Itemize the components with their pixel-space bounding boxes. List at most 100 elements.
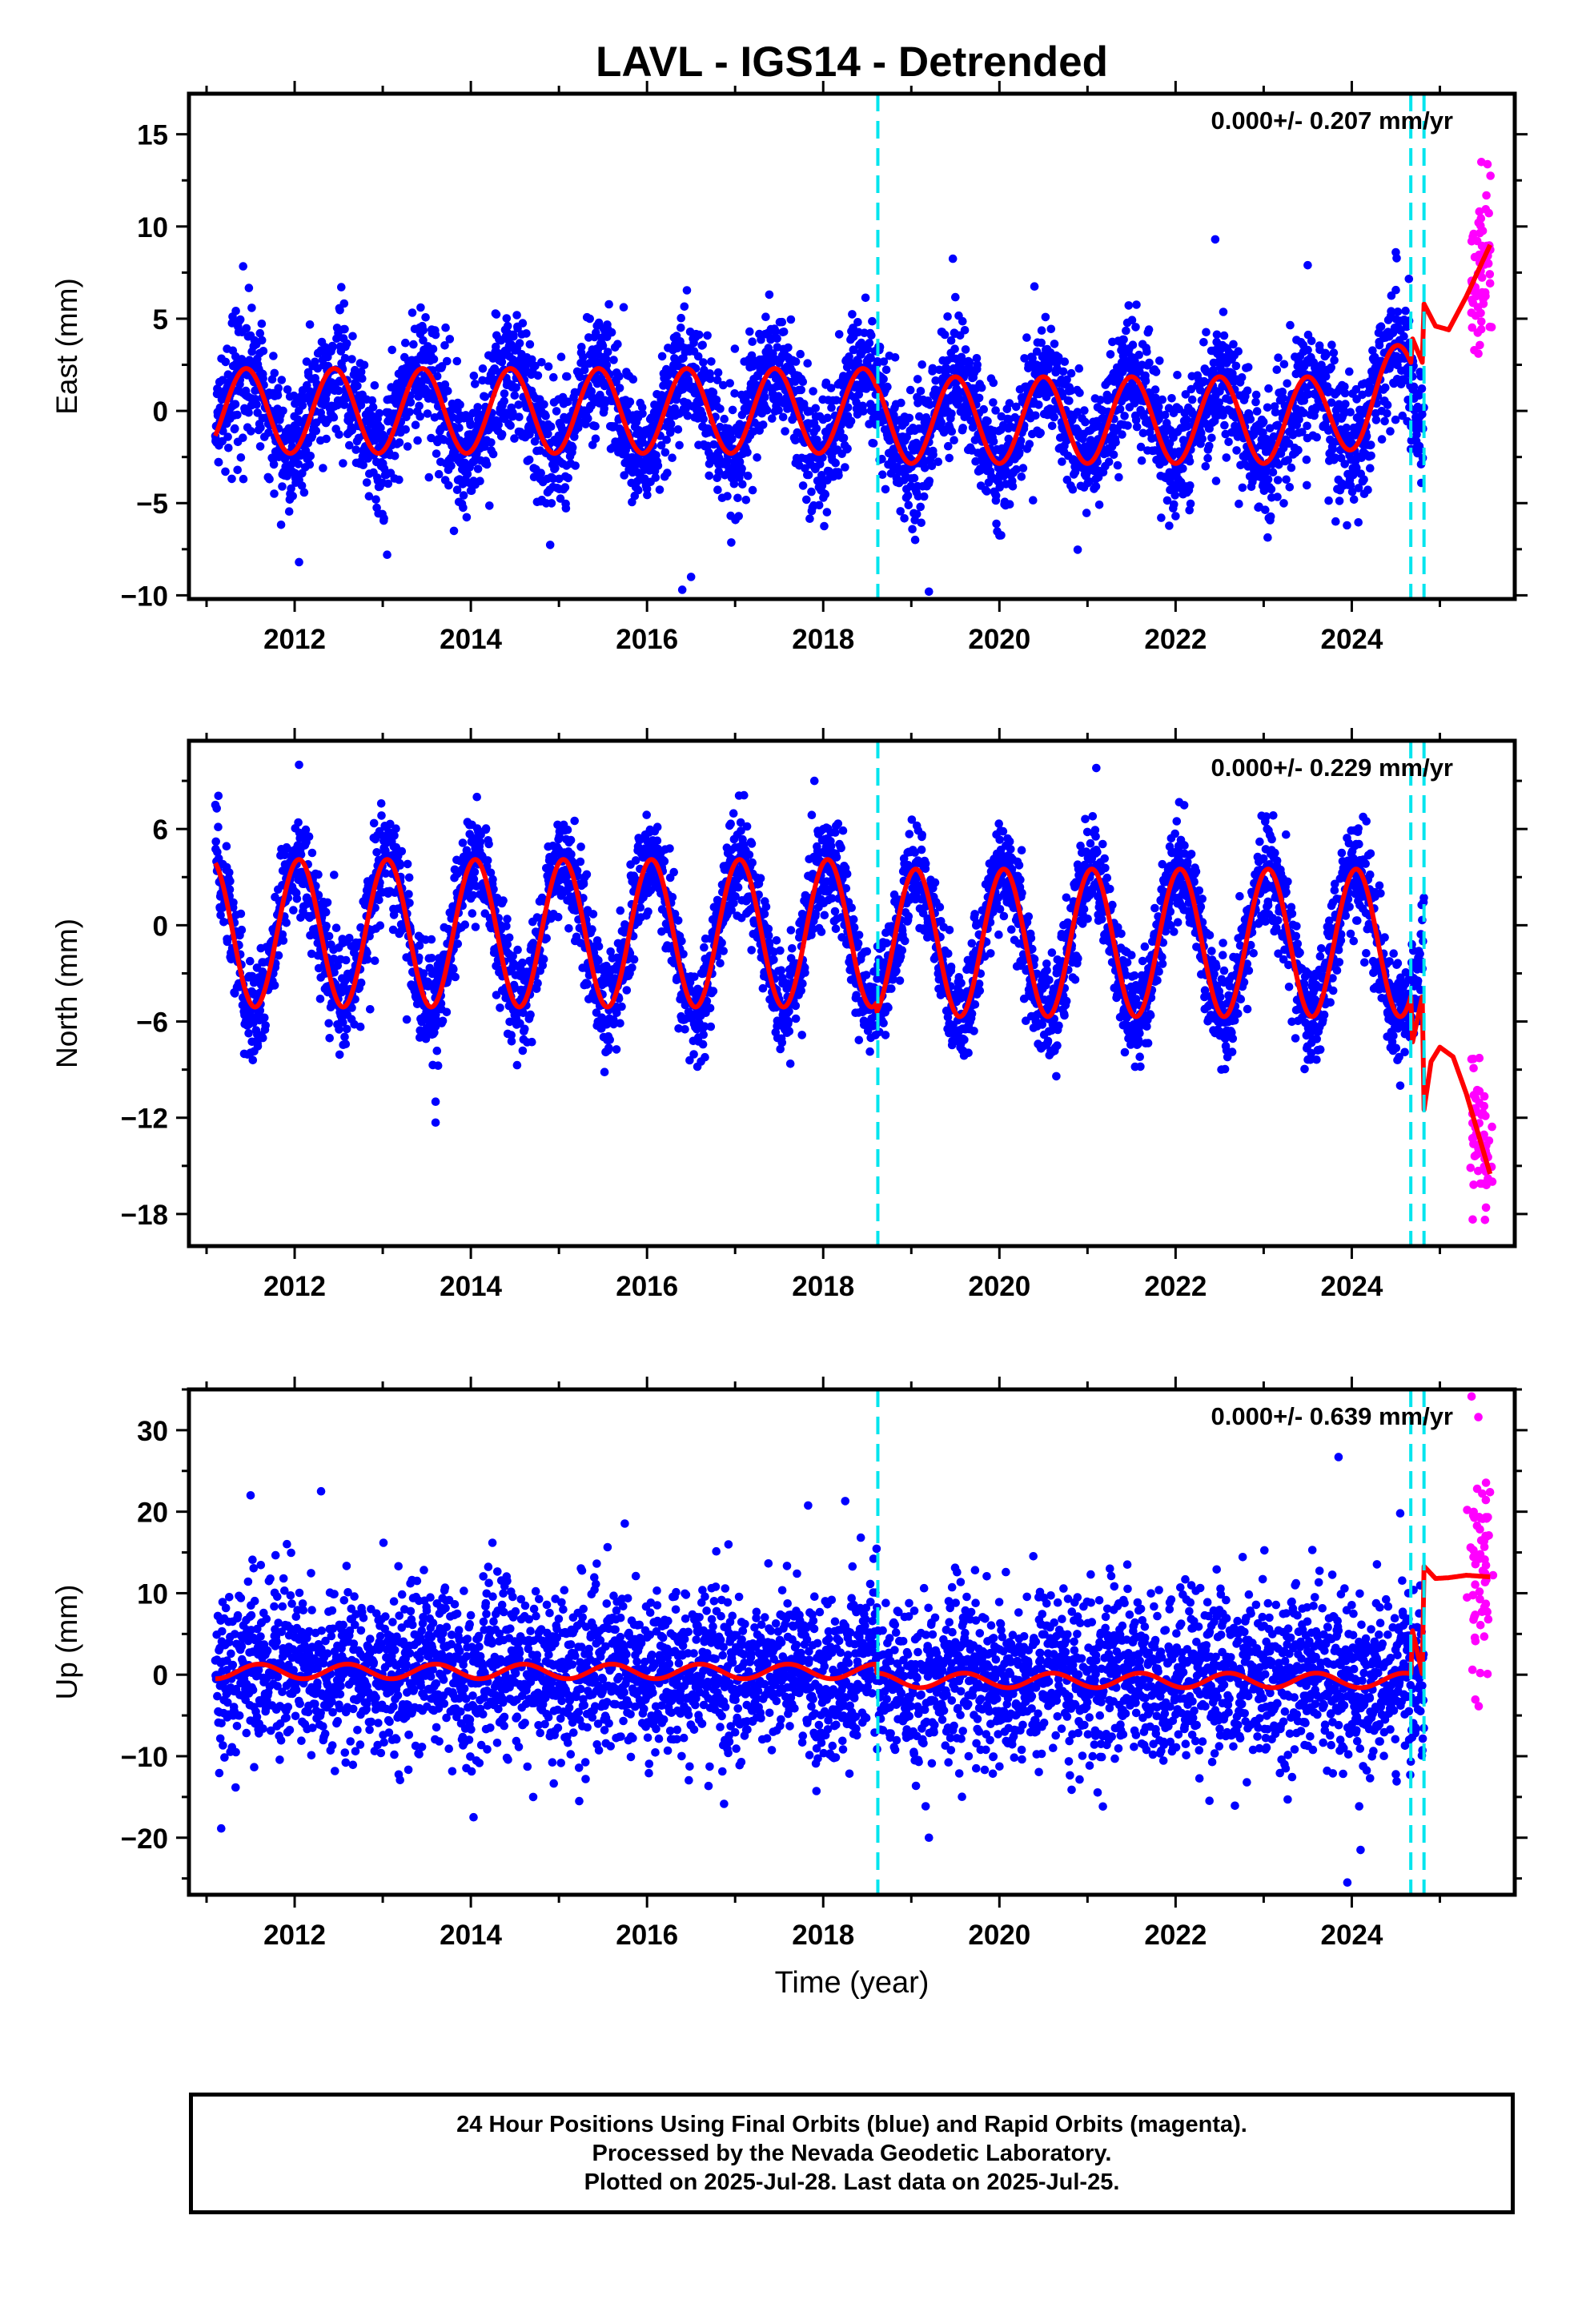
east-final-point (919, 492, 929, 501)
east-final-point (568, 443, 577, 452)
east-final-point (466, 420, 475, 429)
east-final-point (916, 387, 926, 396)
east-final-point (992, 519, 1001, 529)
east-final-point (791, 436, 800, 444)
north-final-point (259, 1033, 267, 1043)
east-final-point (604, 300, 613, 309)
east-final-point (609, 356, 618, 364)
east-final-point (1303, 345, 1312, 355)
east-final-point (1171, 512, 1180, 521)
east-final-point (485, 501, 494, 510)
east-final-point (563, 372, 572, 381)
east-final-point (913, 375, 922, 384)
east-final-point (637, 403, 647, 412)
east-final-point (961, 345, 970, 354)
east-final-point (278, 482, 287, 491)
east-final-point (1211, 476, 1221, 485)
east-final-point (335, 430, 343, 439)
east-final-point (306, 452, 315, 460)
east-final-point (761, 392, 769, 402)
east-final-point (960, 326, 970, 335)
east-final-point (820, 521, 829, 531)
east-final-point (259, 347, 268, 356)
east-final-point (1157, 513, 1166, 522)
east-final-point (1025, 440, 1034, 448)
east-final-point (416, 412, 424, 421)
east-final-point (525, 340, 535, 349)
east-final-point (866, 353, 875, 363)
east-final-point (242, 324, 251, 333)
north-final-point (229, 898, 238, 907)
east-final-point (1018, 464, 1028, 472)
east-final-point (579, 352, 588, 362)
east-final-point (270, 368, 279, 378)
east-final-point (1386, 427, 1395, 436)
east-final-point (329, 412, 339, 422)
east-final-point (591, 434, 600, 444)
east-rapid-point (1485, 270, 1495, 279)
east-final-point (547, 499, 556, 508)
east-final-point (287, 484, 295, 493)
east-final-point (903, 491, 913, 501)
east-final-point (337, 283, 346, 292)
east-final-point (748, 485, 757, 495)
east-final-point (239, 262, 248, 271)
east-final-point (699, 358, 708, 367)
east-final-point (950, 344, 959, 354)
east-final-point (571, 461, 580, 470)
east-y-tick-label: 5 (153, 304, 168, 336)
east-final-point (883, 382, 892, 392)
panel-east: 2012 2014 2016 2018 2020 2022 2024−10−5051015E… (50, 81, 1528, 655)
east-final-point (1327, 340, 1336, 350)
east-y-tick-label: −5 (136, 489, 168, 520)
east-final-point (257, 320, 267, 328)
east-final-point (707, 357, 716, 366)
east-final-point (231, 424, 239, 433)
north-final-point (294, 818, 303, 827)
east-final-point (615, 384, 624, 392)
east-final-point (834, 330, 844, 339)
east-final-point (1145, 358, 1154, 368)
east-final-point (778, 412, 788, 422)
east-final-point (693, 352, 703, 361)
east-final-point (1080, 406, 1089, 415)
east-final-point (809, 387, 817, 396)
east-final-point (476, 476, 484, 485)
east-final-point (1167, 394, 1176, 403)
east-final-point (227, 474, 236, 484)
east-rapid-point (1468, 298, 1478, 308)
east-x-tick-label: 2012 (263, 624, 326, 655)
east-final-point (1141, 376, 1150, 386)
east-final-point (545, 541, 555, 549)
north-final-point (304, 832, 314, 841)
east-final-point (497, 357, 507, 367)
east-final-point (1376, 322, 1386, 332)
east-final-point (1224, 437, 1233, 447)
east-final-point (677, 585, 687, 594)
east-final-point (677, 324, 685, 332)
east-final-point (821, 489, 830, 499)
east-final-point (276, 521, 286, 529)
east-final-point (233, 465, 243, 475)
east-final-point (869, 439, 878, 448)
east-final-point (934, 457, 943, 466)
east-final-point (421, 313, 430, 322)
east-final-point (741, 496, 751, 505)
east-final-point (1273, 476, 1283, 485)
east-final-point (256, 423, 265, 432)
east-final-point (867, 331, 876, 340)
east-final-point (497, 430, 507, 439)
east-final-point (1234, 347, 1243, 356)
east-final-point (1144, 325, 1154, 334)
east-final-point (737, 464, 746, 473)
east-final-point (948, 254, 958, 263)
east-final-point (1142, 347, 1151, 356)
east-final-point (288, 492, 298, 501)
east-final-point (1330, 356, 1339, 365)
east-final-point (383, 550, 391, 560)
east-final-point (1073, 545, 1082, 554)
east-final-point (564, 473, 572, 483)
east-final-point (628, 375, 638, 384)
east-final-point (387, 383, 396, 392)
east-final-point (779, 328, 789, 336)
